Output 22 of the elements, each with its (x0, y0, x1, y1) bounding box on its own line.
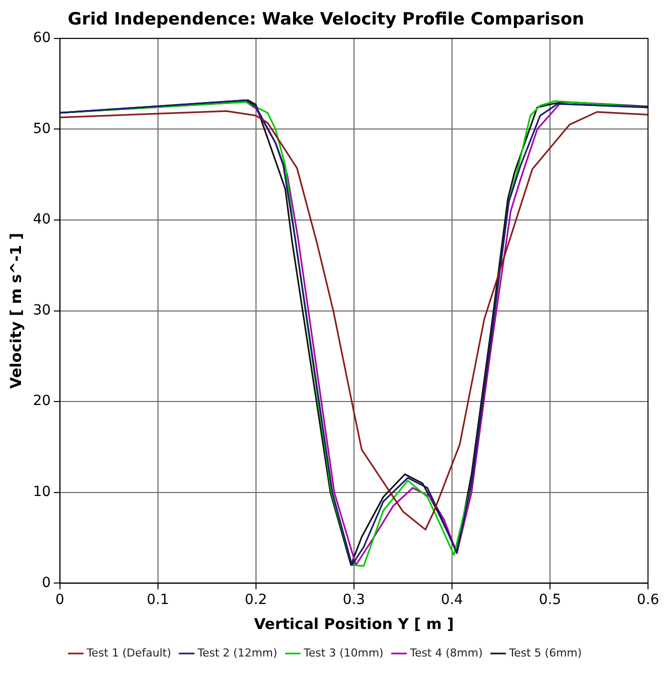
x-tick-label: 0.2 (244, 592, 268, 608)
y-tick-label: 30 (32, 302, 51, 318)
y-axis-title: Velocity [ m s^-1 ] (6, 232, 25, 389)
legend-label: Test 3 (10mm) (302, 646, 384, 660)
y-tick-label: 0 (42, 574, 51, 591)
x-tick-label: 0.5 (538, 592, 562, 608)
legend-label: Test 5 (6mm) (508, 646, 582, 660)
chart-title: Grid Independence: Wake Velocity Profile Comparison (68, 10, 584, 30)
y-tick-label: 10 (32, 484, 51, 500)
x-tick-label: 0.3 (342, 592, 366, 608)
x-axis-title: Vertical Position Y [ m ] (254, 614, 454, 633)
legend-label: Test 1 (Default) (86, 646, 172, 660)
y-tick-label: 40 (32, 212, 51, 228)
y-tick-label: 20 (32, 393, 51, 410)
x-tick-label: 0.6 (636, 592, 660, 608)
y-tick-label: 50 (32, 120, 51, 137)
x-tick-label: 0 (55, 592, 64, 608)
y-tick-label: 60 (32, 30, 51, 46)
legend-label: Test 2 (12mm) (196, 646, 278, 660)
x-tick-label: 0.4 (440, 592, 464, 608)
x-tick-label: 0.1 (146, 592, 169, 608)
legend-label: Test 4 (8mm) (408, 646, 483, 660)
